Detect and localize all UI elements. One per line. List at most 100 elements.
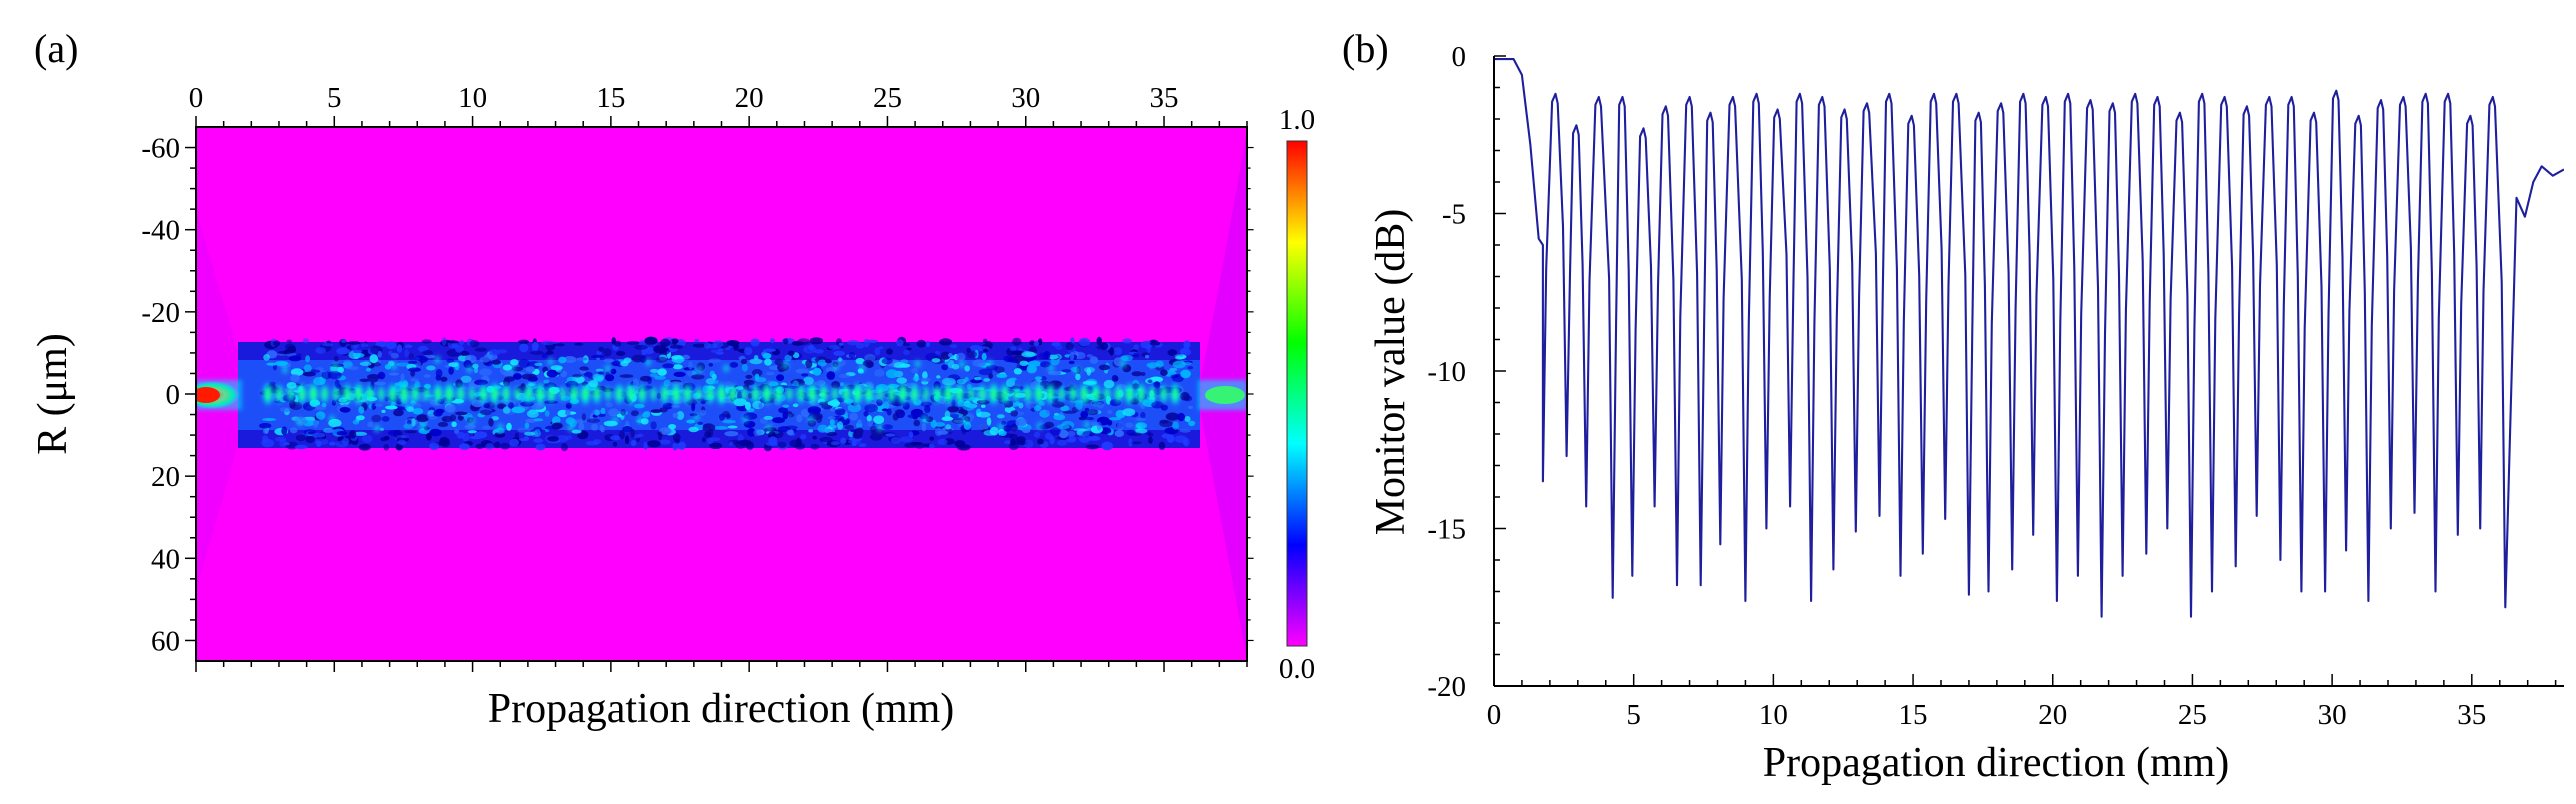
- heatmap-speckle-dot: [714, 426, 728, 430]
- heatmap-speckle-dot: [1179, 429, 1191, 433]
- heatmap-speckle-dot: [518, 438, 530, 442]
- heatmap-speckle-dot: [1158, 441, 1166, 450]
- heatmap-speckle-dot: [396, 344, 403, 353]
- heatmap-speckle-dot: [429, 442, 440, 450]
- heatmap-speckle-dot: [1001, 420, 1007, 425]
- heatmap-speckle-dot: [983, 378, 991, 382]
- heatmap-speckle-dot: [371, 414, 382, 423]
- heatmap-speckle-dot: [543, 379, 550, 384]
- heatmap-speckle-dot: [380, 427, 384, 431]
- heatmap-speckle-dot: [411, 418, 416, 427]
- heatmap-speckle-dot: [313, 420, 319, 429]
- heatmap-spot: [750, 382, 761, 406]
- heatmap-speckle-dot: [812, 435, 817, 440]
- heatmap-spot: [1033, 381, 1045, 407]
- heatmap-speckle-dot: [925, 341, 931, 348]
- heatmap-speckle-dot: [599, 424, 604, 432]
- heatmap-x-tick-label: 0: [189, 82, 204, 114]
- heatmap-speckle-dot: [896, 339, 904, 347]
- heatmap-speckle-dot: [908, 431, 914, 438]
- heatmap-speckle-dot: [1058, 429, 1069, 439]
- heatmap-speckle-dot: [609, 435, 622, 441]
- heatmap-hot-spots: [261, 355, 1181, 433]
- heatmap-speckle-dot: [858, 443, 867, 447]
- heatmap-speckle-dot: [1155, 360, 1164, 368]
- heatmap-speckle-dot: [807, 406, 821, 415]
- heatmap-spot: [352, 381, 365, 407]
- heatmap-speckle-dot: [630, 410, 639, 417]
- heatmap-x-tick-label: 30: [1011, 82, 1040, 114]
- heatmap-speckle-dot: [460, 375, 472, 383]
- heatmap-speckle-dot: [808, 429, 814, 433]
- heatmap-speckle-dot: [945, 424, 952, 430]
- heatmap-speckle-dot: [1080, 410, 1089, 419]
- heatmap-speckle-dot: [903, 349, 910, 356]
- heatmap-speckle-dot: [747, 427, 756, 437]
- heatmap-speckle-dot: [503, 370, 515, 377]
- line-x-tick-label: 30: [2318, 699, 2347, 731]
- heatmap-speckle-dot: [662, 363, 675, 369]
- heatmap-speckle-dot: [1086, 409, 1099, 416]
- heatmap-speckle-dot: [950, 413, 960, 419]
- heatmap-speckle-dot: [361, 434, 373, 443]
- heatmap-speckle-dot: [455, 411, 468, 416]
- heatmap-speckle-dot: [1068, 360, 1075, 365]
- heatmap-spot: [432, 381, 444, 407]
- heatmap-speckle-dot: [1041, 376, 1047, 381]
- line-x-axis-label: Propagation direction (mm): [1763, 740, 2230, 786]
- heatmap-spot: [886, 382, 897, 406]
- heatmap-speckle-dot: [1149, 341, 1161, 346]
- heatmap-x-tick-label: 10: [458, 82, 487, 114]
- heatmap-speckle-dot: [1109, 347, 1114, 356]
- heatmap-spot: [1123, 381, 1136, 407]
- heatmap-speckle-dot: [340, 339, 347, 343]
- heatmap-speckle-dot: [1133, 344, 1140, 350]
- heatmap-speckle-dot: [408, 360, 418, 365]
- heatmap-speckle-dot: [812, 367, 822, 376]
- heatmap-speckle-dot: [556, 435, 569, 443]
- heatmap-speckle-dot: [390, 352, 399, 359]
- heatmap-speckle-dot: [369, 354, 379, 364]
- heatmap-speckle-dot: [741, 363, 749, 372]
- heatmap-speckle-dot: [533, 418, 544, 422]
- heatmap-side-spot: [637, 415, 644, 424]
- heatmap-speckle-dot: [1165, 412, 1180, 421]
- heatmap-speckle-dot: [1033, 340, 1040, 346]
- heatmap-speckle-dot: [899, 363, 911, 368]
- heatmap-speckle-dot: [813, 349, 824, 354]
- heatmap-speckle-dot: [512, 373, 522, 380]
- heatmap-side-spot: [297, 417, 303, 426]
- heatmap-speckle-dot: [352, 352, 365, 358]
- heatmap-speckle-dot: [753, 429, 762, 437]
- heatmap-speckle-dot: [745, 374, 753, 379]
- heatmap-speckle-dot: [838, 342, 844, 346]
- heatmap-side-spot: [509, 363, 516, 372]
- heatmap-speckle-dot: [410, 378, 419, 382]
- heatmap-side-spot: [390, 361, 397, 370]
- heatmap-speckle-dot: [616, 351, 626, 356]
- heatmap-speckle-dot: [643, 441, 648, 450]
- heatmap-speckle-dot: [937, 438, 948, 445]
- heatmap-spot: [1102, 384, 1112, 404]
- heatmap-speckle-dot: [290, 374, 300, 383]
- heatmap-speckle-dot: [710, 349, 721, 354]
- heatmap-speckle-dot: [921, 423, 927, 432]
- heatmap-speckle-dot: [650, 409, 662, 413]
- heatmap-speckle-dot: [393, 409, 404, 417]
- heatmap-speckle-dot: [541, 340, 555, 346]
- heatmap-speckle-dot: [939, 338, 953, 346]
- heatmap-speckle-dot: [1023, 439, 1034, 448]
- heatmap-speckle-dot: [1073, 428, 1086, 432]
- heatmap-speckle-dot: [837, 421, 844, 430]
- heatmap-spot: [1089, 381, 1102, 407]
- heatmap-speckle-dot: [383, 436, 390, 441]
- heatmap-speckle-dot: [727, 425, 738, 429]
- heatmap-x-axis-label: Propagation direction (mm): [488, 686, 955, 732]
- heatmap-side-spot: [468, 417, 475, 426]
- heatmap-side-spot: [1036, 421, 1043, 430]
- heatmap-speckle-dot: [311, 432, 326, 438]
- heatmap-spot: [568, 382, 580, 406]
- heatmap-speckle-dot: [1047, 354, 1059, 360]
- heatmap-speckle-dot: [750, 338, 760, 347]
- heatmap-speckle-dot: [288, 355, 302, 362]
